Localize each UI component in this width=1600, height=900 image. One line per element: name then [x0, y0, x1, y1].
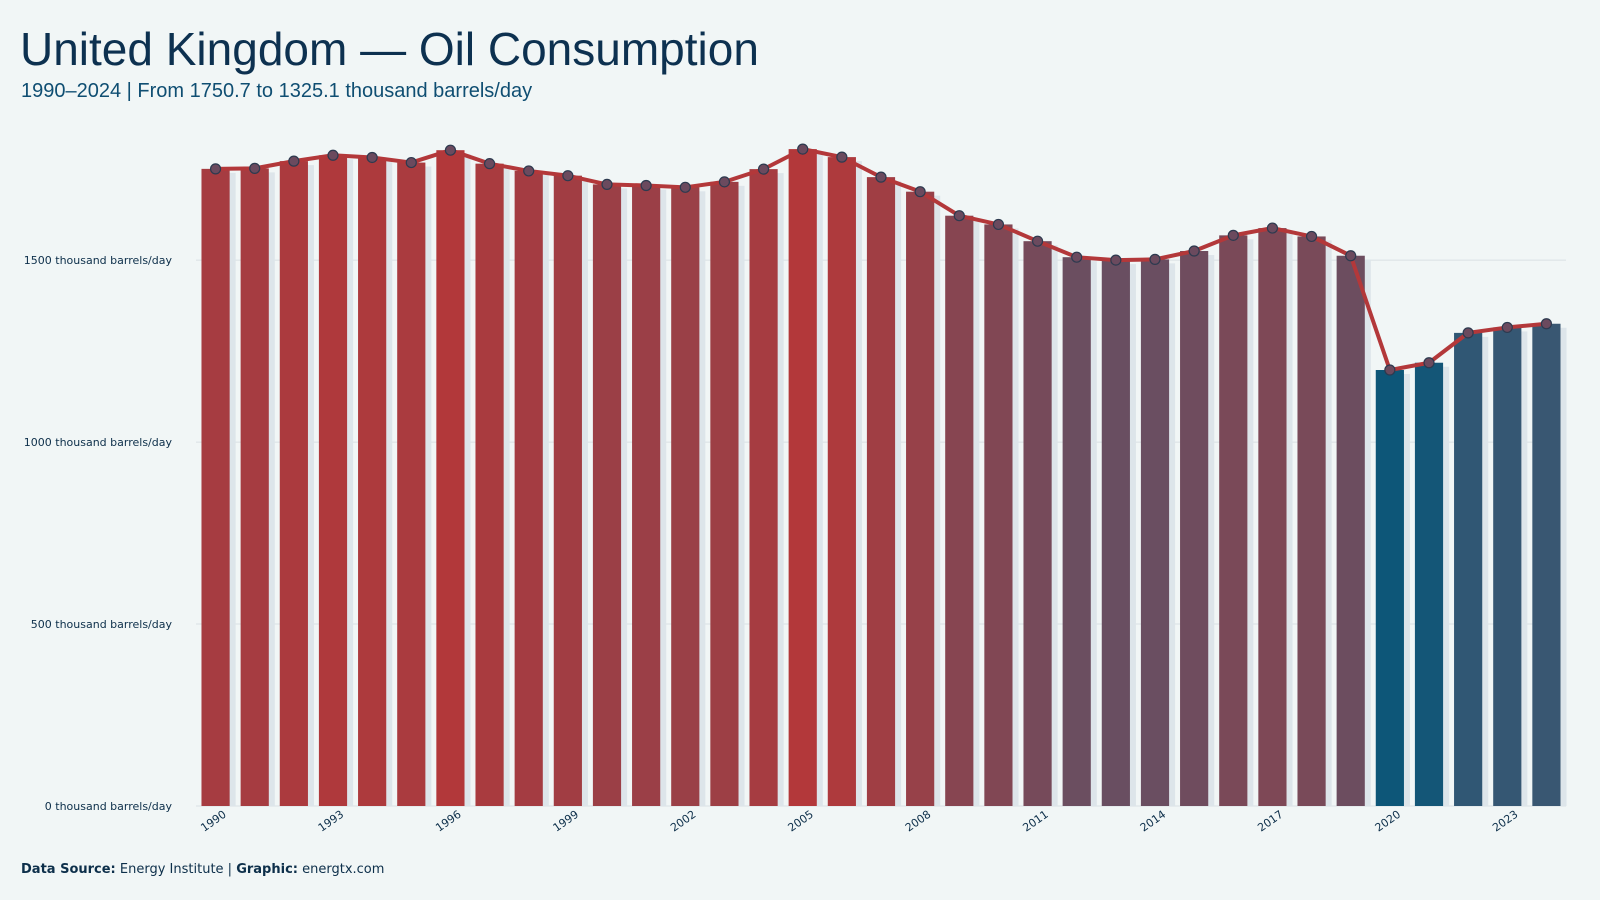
point-2006: [836, 151, 848, 163]
point-2011: [1031, 235, 1044, 247]
point-1997: [483, 158, 496, 170]
point-1998: [523, 165, 535, 177]
point-1994: [366, 151, 378, 164]
point-1995: [405, 156, 417, 169]
bar-1991: [240, 168, 269, 806]
y-tick-label: 1000 thousand barrels/day: [24, 436, 173, 449]
bar-2001: [632, 185, 661, 806]
x-tick-label: 2005: [786, 808, 816, 835]
point-2000: [601, 178, 613, 190]
point-1990: [209, 163, 222, 175]
point-2008: [914, 186, 926, 198]
x-tick-label: 2017: [1255, 808, 1285, 835]
point-2015: [1188, 245, 1200, 257]
point-2024: [1540, 318, 1553, 330]
point-2020: [1384, 364, 1396, 376]
graphic-value: energtx.com: [302, 862, 385, 877]
bar-1992: [279, 161, 308, 806]
bar-2008: [906, 191, 935, 806]
point-2010: [992, 218, 1005, 231]
y-tick-label: 0 thousand barrels/day: [45, 800, 173, 813]
bar-2003: [710, 181, 739, 806]
point-2005: [797, 143, 809, 155]
point-2002: [679, 181, 691, 193]
bar-2018: [1297, 236, 1326, 806]
point-2009: [953, 210, 965, 222]
bar-2009: [945, 215, 974, 806]
x-tick-label: 2023: [1490, 808, 1520, 835]
bar-2007: [866, 177, 896, 806]
point-2001: [640, 179, 652, 192]
bar-1990: [201, 168, 230, 807]
y-axis-labels: 0 thousand barrels/day 500 thousand barre…: [24, 254, 173, 813]
y-tick-label: 500 thousand barrels/day: [31, 618, 173, 631]
x-tick-label: 2002: [668, 808, 698, 835]
point-1991: [249, 162, 261, 174]
point-2019: [1345, 250, 1357, 262]
footer-credit: Data Source: Energy Institute | Graphic:…: [21, 862, 384, 877]
x-tick-label: 1999: [551, 808, 581, 835]
bar-2022: [1454, 332, 1483, 806]
point-2018: [1305, 230, 1318, 243]
x-tick-label: 2020: [1373, 808, 1403, 835]
bar-1997: [475, 163, 504, 806]
x-tick-label: 1996: [433, 808, 463, 835]
point-2007: [875, 171, 887, 183]
point-1993: [327, 149, 339, 161]
bar-2014: [1140, 259, 1170, 806]
bar-2004: [749, 169, 778, 807]
bar-2021: [1414, 362, 1444, 806]
bar-2000: [592, 184, 622, 806]
bar-1999: [553, 175, 582, 806]
bar-1994: [358, 157, 387, 806]
x-tick-label: 2008: [903, 808, 933, 835]
bar-2005: [788, 149, 817, 806]
chart-subtitle: 1990–2024 | From 1750.7 to 1325.1 thousa…: [21, 80, 533, 102]
point-2021: [1423, 357, 1435, 369]
point-2014: [1149, 253, 1161, 265]
bar-1993: [318, 155, 348, 806]
x-tick-label: 2011: [1020, 808, 1050, 835]
point-2013: [1110, 254, 1122, 266]
bar-2002: [671, 187, 700, 807]
point-2004: [757, 163, 770, 175]
bar-2015: [1180, 251, 1209, 806]
chart-title: United Kingdom — Oil Consumption: [20, 23, 759, 75]
x-tick-label: 1993: [316, 808, 346, 835]
graphic-label: Graphic:: [236, 862, 298, 877]
x-tick-label: 2014: [1138, 808, 1168, 835]
bar-2013: [1101, 260, 1130, 806]
point-2003: [718, 176, 731, 188]
bar-2011: [1023, 241, 1052, 806]
point-2023: [1501, 321, 1513, 334]
point-2012: [1071, 251, 1083, 263]
x-axis-labels: 1990 1993 1996 1999 2002 2005 2008 2011 2014 2017…: [198, 808, 1520, 835]
bar-layer: [201, 149, 1567, 807]
bar-1995: [397, 162, 426, 806]
y-tick-label: 1500 thousand barrels/day: [24, 254, 173, 267]
point-1996: [444, 144, 457, 156]
source-label: Data Source:: [21, 862, 116, 877]
bar-2010: [984, 224, 1013, 806]
bar-2023: [1493, 327, 1522, 806]
line-layer: [209, 143, 1553, 376]
bar-2016: [1219, 235, 1248, 806]
bar-1998: [514, 170, 543, 806]
bar-2017: [1258, 228, 1287, 806]
bar-2020: [1375, 370, 1404, 806]
point-2016: [1227, 229, 1239, 241]
x-tick-label: 1990: [198, 808, 228, 835]
point-2022: [1462, 327, 1474, 339]
source-value: Energy Institute |: [119, 862, 233, 877]
bar-2024: [1532, 323, 1561, 806]
point-1999: [562, 170, 574, 182]
bar-2019: [1336, 255, 1365, 806]
bar-2006: [827, 157, 856, 806]
bar-1996: [436, 150, 465, 806]
point-1992: [288, 155, 300, 167]
point-2017: [1266, 222, 1279, 234]
bar-2012: [1062, 257, 1091, 806]
